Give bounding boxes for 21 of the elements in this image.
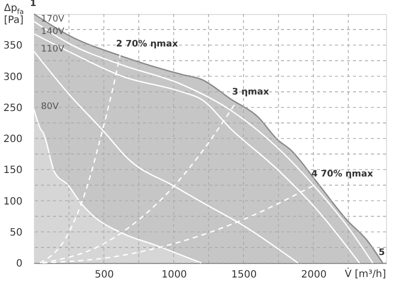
y-tick-label: 250 [3, 102, 22, 114]
series-label: 110V [41, 44, 66, 54]
annotation: 3 ηmax [232, 87, 270, 98]
y-tick-label: 200 [3, 134, 22, 145]
y-tick-label: 150 [3, 165, 22, 176]
x-axis-title: V̇ [m³/h] [344, 267, 386, 280]
y-tick-label: 350 [3, 40, 22, 52]
y-tick-label: 50 [10, 227, 22, 238]
series-label: 170V [41, 14, 66, 24]
annotation: 5 [378, 248, 385, 258]
y-tick-label: 300 [3, 72, 22, 83]
y-tick-label: 0 [16, 258, 22, 270]
annotation: 4 70% ηmax [311, 170, 374, 180]
x-tick-label: 2000 [301, 270, 327, 280]
series-label: 80V [41, 102, 60, 112]
x-tick-label: 1500 [231, 270, 257, 280]
x-tick-label: 1000 [161, 270, 187, 280]
annotation: 2 70% ηmax [116, 39, 178, 50]
series-label: 140V [41, 26, 66, 37]
x-tick-label: 500 [94, 270, 114, 280]
y-tick-label: 100 [3, 196, 22, 208]
